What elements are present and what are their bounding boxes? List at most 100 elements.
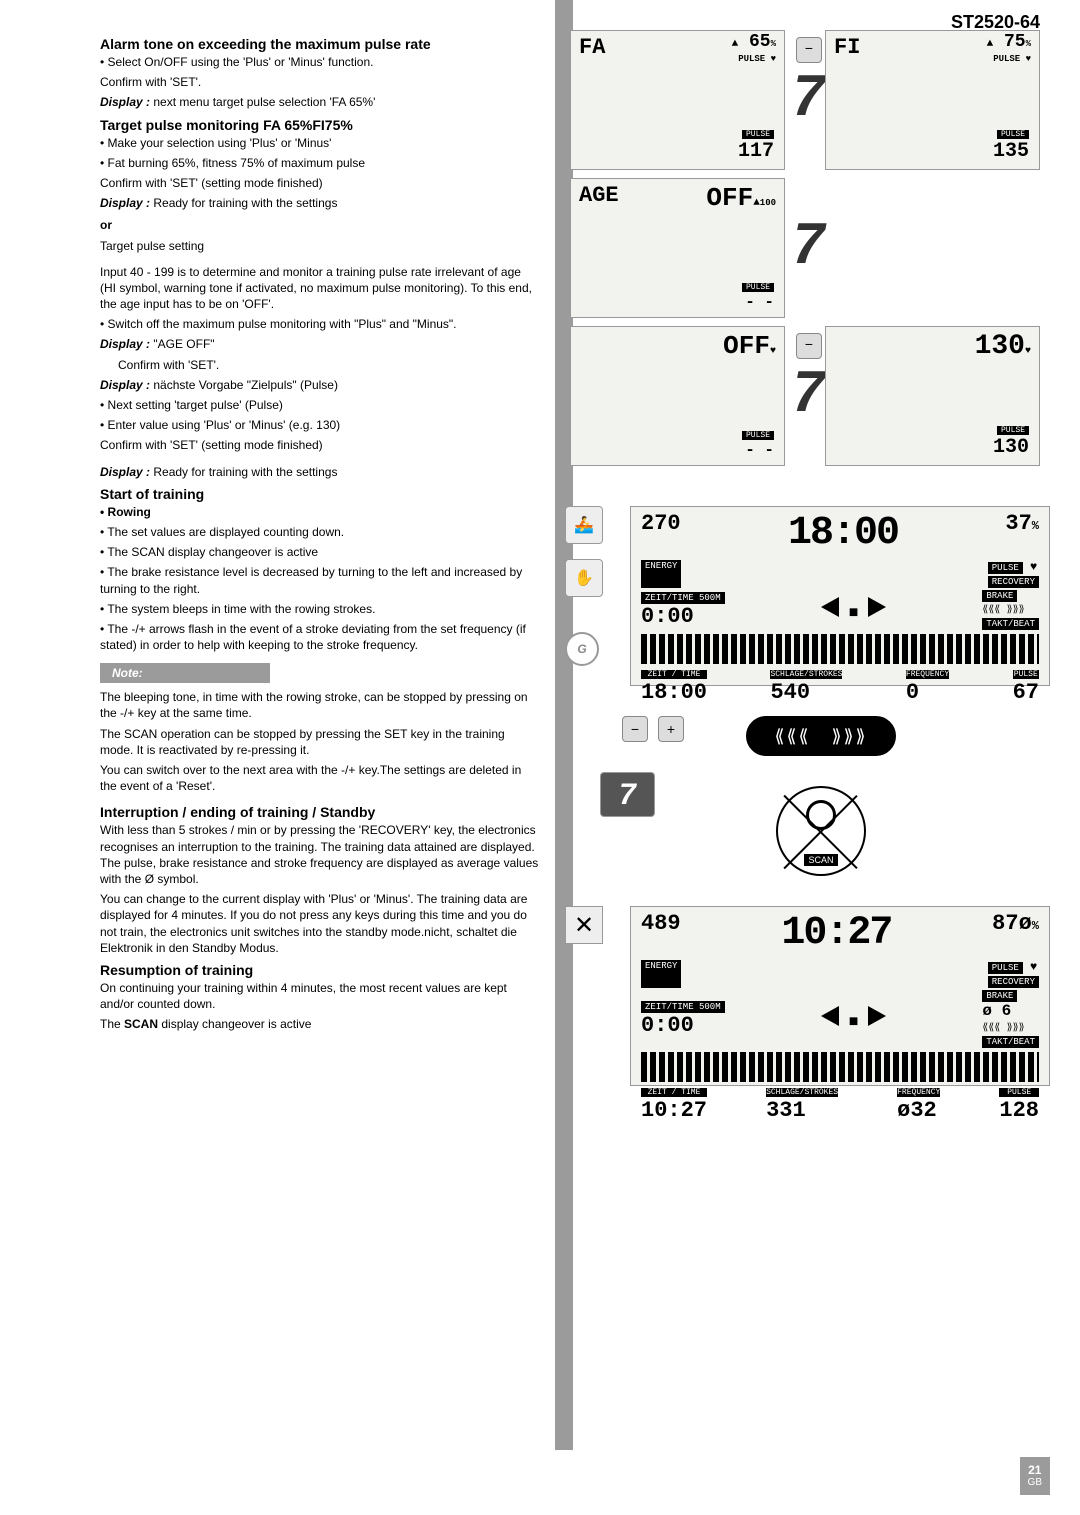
sec2-disp1: Display : Ready for training with the se… — [100, 195, 540, 211]
sec5-title: Interruption / ending of training / Stan… — [100, 804, 540, 820]
bot-zeit: ZEIT / TIME10:27 — [641, 1088, 707, 1123]
sec3-b2: Next setting 'target pulse' (Pulse) — [100, 397, 540, 413]
brake-label: BRAKE — [982, 990, 1017, 1002]
lcd-130: 130♥ PULSE 130 — [825, 326, 1040, 466]
side-icons: 🚣 ✋ G — [565, 506, 603, 666]
pulse-readout: PULSE 135 — [993, 129, 1029, 163]
brake-label: BRAKE — [982, 590, 1017, 602]
seven-icon: 7 — [790, 362, 826, 430]
seven-icon: 7 — [790, 66, 826, 134]
pulse-readout: PULSE 130 — [993, 425, 1029, 459]
sec1-disp1: Display : next menu target pulse selecti… — [100, 94, 540, 110]
minus-button[interactable]: − — [796, 333, 822, 359]
sec4-b3: The brake resistance level is decreased … — [100, 564, 540, 596]
display-label: Display : — [100, 337, 150, 351]
fa-value: ▲ 65%PULSE ♥ — [732, 35, 776, 66]
sec3-b3: Enter value using 'Plus' or 'Minus' (e.g… — [100, 417, 540, 433]
bot-zeit: ZEIT / TIME18:00 — [641, 670, 707, 705]
sec3-disp2: Display : nächste Vorgabe "Zielpuls" (Pu… — [100, 377, 540, 393]
g-badge: G — [565, 632, 599, 666]
zeit-val: 0:00 — [641, 1013, 694, 1038]
pulse-label: PULSE — [988, 562, 1023, 574]
recovery-label: RECOVERY — [988, 976, 1039, 988]
pulse-readout: PULSE - - — [742, 282, 774, 311]
sec4-b2: The SCAN display changeover is active — [100, 544, 540, 560]
fi-label: FI — [834, 35, 860, 66]
age-off: OFF▲100 — [706, 183, 776, 213]
seven-icon: 7 — [790, 214, 826, 282]
brake-arrows: ■ — [821, 597, 886, 622]
sec3-disp3: Display : Ready for training with the se… — [100, 464, 540, 480]
pulse-label: PULSE — [988, 962, 1023, 974]
pulse-pct: 87ø% — [992, 911, 1039, 956]
lcd-fa: FA ▲ 65%PULSE ♥ − + 7 PULSE 117 — [570, 30, 785, 170]
bot-strokes: SCHLÄGE/STROKES331 — [766, 1088, 838, 1123]
page-footer: 21 GB — [1020, 1457, 1050, 1495]
page-lang: GB — [1028, 1477, 1042, 1489]
lcd-age: AGE OFF▲100 7 PULSE - - — [570, 178, 785, 318]
sec2-b1: Make your selection using 'Plus' or 'Min… — [100, 135, 540, 151]
lcd-off: OFF♥ − + 7 PULSE - - — [570, 326, 785, 466]
sec6-title: Resumption of training — [100, 962, 540, 978]
minus-button[interactable]: − — [622, 716, 648, 742]
sec5-p1: With less than 5 strokes / min or by pre… — [100, 822, 540, 887]
time-val: 18:00 — [788, 511, 898, 556]
val-130: 130♥ — [975, 331, 1031, 362]
brake-val: ø 6 — [982, 1002, 1011, 1020]
bot-freq: FREQUENCY0 — [906, 670, 949, 705]
energy-val: 489 — [641, 911, 681, 956]
right-column: FA ▲ 65%PULSE ♥ − + 7 PULSE 117 FI ▲ 75%… — [570, 30, 1040, 1086]
zeit-val: 0:00 — [641, 604, 694, 629]
hand-icon: ✋ — [565, 559, 603, 597]
recovery-label: RECOVERY — [988, 576, 1039, 588]
bot-pulse: PULSE128 — [999, 1088, 1039, 1123]
pulse-pct: 37% — [1005, 511, 1039, 556]
fa-label: FA — [579, 35, 605, 66]
sec6-p1: On continuing your training within 4 min… — [100, 980, 540, 1012]
energy-val: 270 — [641, 511, 681, 556]
sec6-p2: The SCAN display changeover is active — [100, 1016, 540, 1032]
scan-crossed-icon: SCAN — [776, 786, 866, 876]
takt-label: TAKT/BEAT — [982, 1036, 1039, 1048]
page-number: 21 — [1028, 1463, 1042, 1477]
energy-label: ENERGY — [641, 960, 681, 988]
x-icon: ✕ — [565, 906, 603, 944]
sec3-b1: Switch off the maximum pulse monitoring … — [100, 316, 540, 332]
sec3-p1: Target pulse setting — [100, 238, 540, 254]
sec1-title: Alarm tone on exceeding the maximum puls… — [100, 36, 540, 52]
lcd-fi: FI ▲ 75%PULSE ♥ PULSE 135 — [825, 30, 1040, 170]
or-label: or — [100, 217, 540, 233]
display-label: Display : — [100, 95, 150, 109]
sec4-rowing: Rowing — [100, 504, 540, 520]
segment-bar — [641, 634, 1039, 664]
side-icons: ✕ — [565, 906, 603, 944]
sec3-disp1: Display : "AGE OFF" — [100, 336, 540, 352]
display-label: Display : — [100, 378, 150, 392]
display-label: Display : — [100, 196, 150, 210]
segment-bar — [641, 1052, 1039, 1082]
zeit-label: ZEIT/TIME 500M — [641, 592, 725, 604]
pulse-readout: PULSE 117 — [738, 129, 774, 163]
sec3-p2: Input 40 - 199 is to determine and monit… — [100, 264, 540, 313]
left-column: Alarm tone on exceeding the maximum puls… — [100, 30, 540, 1086]
mid-graphics: − + 7 ⟪⟪⟪ ⟫⟫⟫ SCAN — [600, 716, 1040, 876]
bot-freq: FREQUENCYø32 — [897, 1088, 940, 1123]
note-p3: You can switch over to the next area wit… — [100, 762, 540, 794]
note-p2: The SCAN operation can be stopped by pre… — [100, 726, 540, 758]
bot-pulse: PULSE67 — [1013, 670, 1039, 705]
age-label: AGE — [579, 183, 619, 213]
minus-button[interactable]: − — [796, 37, 822, 63]
sec2-p1: Confirm with 'SET' (setting mode finishe… — [100, 175, 540, 191]
takt-label: TAKT/BEAT — [982, 618, 1039, 630]
rower-icon: 🚣 — [565, 506, 603, 544]
note-box: Note: — [100, 663, 270, 683]
sec4-b1: The set values are displayed counting do… — [100, 524, 540, 540]
sec2-title: Target pulse monitoring FA 65%FI75% — [100, 117, 540, 133]
note-p1: The bleeping tone, in time with the rowi… — [100, 689, 540, 721]
sec4-b4: The system bleeps in time with the rowin… — [100, 601, 540, 617]
lcd-big-1: 270 18:00 37% ENERGY PULSE ♥RECOVERY ZEI… — [630, 506, 1050, 686]
plus-button[interactable]: + — [658, 716, 684, 742]
bot-strokes: SCHLÄGE/STROKES540 — [770, 670, 842, 705]
lcd-big-2: 489 10:27 87ø% ENERGY PULSE ♥RECOVERY ZE… — [630, 906, 1050, 1086]
sec4-b5: The -/+ arrows flash in the event of a s… — [100, 621, 540, 653]
